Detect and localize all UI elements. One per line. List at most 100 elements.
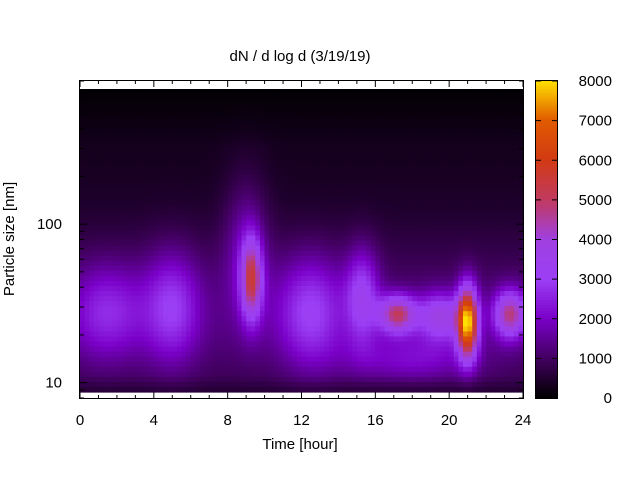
heatmap-cell xyxy=(389,250,395,257)
heatmap-cell xyxy=(296,306,303,312)
heatmap-cell xyxy=(287,255,293,262)
heatmap-cell xyxy=(412,200,418,206)
heatmap-cell xyxy=(347,139,353,146)
heatmap-cell xyxy=(273,144,280,151)
heatmap-cell xyxy=(356,154,363,161)
heatmap-cell xyxy=(126,114,132,120)
heatmap-cell xyxy=(232,179,238,186)
heatmap-cell xyxy=(458,179,464,186)
heatmap-cell xyxy=(296,356,303,363)
heatmap-cell xyxy=(223,376,229,383)
heatmap-cell xyxy=(430,270,436,277)
heatmap-cell xyxy=(190,124,196,130)
heatmap-cell xyxy=(398,114,404,120)
heatmap-cell xyxy=(176,184,183,191)
heatmap-cell xyxy=(172,89,178,95)
heatmap-cell xyxy=(393,114,399,120)
heatmap-cell xyxy=(98,270,104,277)
heatmap-cell xyxy=(153,184,160,191)
heatmap-cell xyxy=(361,346,367,353)
heatmap-cell xyxy=(283,139,289,146)
heatmap-cell xyxy=(333,311,340,317)
heatmap-cell xyxy=(167,169,173,176)
heatmap-cell xyxy=(366,109,372,115)
heatmap-cell xyxy=(139,94,146,100)
heatmap-cell xyxy=(232,336,238,343)
heatmap-cell xyxy=(259,326,266,332)
heatmap-cell xyxy=(273,190,280,196)
heatmap-cell xyxy=(204,265,210,272)
heatmap-cell xyxy=(343,371,349,378)
heatmap-cell xyxy=(379,341,386,348)
heatmap-cell xyxy=(426,149,432,156)
heatmap-cell xyxy=(218,134,224,141)
heatmap-cell xyxy=(310,331,316,338)
heatmap-cell xyxy=(103,341,109,348)
heatmap-cell xyxy=(416,210,423,216)
heatmap-cell xyxy=(107,296,113,302)
heatmap-cell xyxy=(218,169,224,176)
heatmap-cell xyxy=(329,169,335,176)
heatmap-cell xyxy=(301,361,307,368)
heatmap-cell xyxy=(416,336,423,343)
heatmap-cell xyxy=(449,205,455,211)
heatmap-cell xyxy=(426,346,432,353)
heatmap-cell xyxy=(356,275,363,282)
heatmap-cell xyxy=(296,301,303,307)
heatmap-cell xyxy=(186,179,192,186)
heatmap-cell xyxy=(375,205,381,211)
heatmap-cell xyxy=(84,255,90,262)
heatmap-cell xyxy=(204,174,210,181)
heatmap-cell xyxy=(172,275,178,282)
heatmap-cell xyxy=(403,119,409,125)
heatmap-cell xyxy=(250,356,256,363)
heatmap-cell xyxy=(139,366,146,373)
heatmap-cell xyxy=(186,149,192,156)
heatmap-cell xyxy=(218,361,224,368)
heatmap-cell xyxy=(329,366,335,373)
heatmap-cell xyxy=(319,109,326,115)
heatmap-cell xyxy=(458,235,464,242)
heatmap-cell xyxy=(107,169,113,176)
heatmap-cell xyxy=(347,154,353,161)
heatmap-cell xyxy=(167,200,173,206)
heatmap-cell xyxy=(255,245,261,252)
heatmap-cell xyxy=(449,381,455,388)
heatmap-cell xyxy=(444,296,450,302)
heatmap-cell xyxy=(186,381,192,388)
heatmap-cell xyxy=(352,220,358,226)
heatmap-cell xyxy=(398,144,404,151)
heatmap-cell xyxy=(246,230,252,237)
heatmap-cell xyxy=(121,210,127,216)
heatmap-cell xyxy=(283,109,289,115)
heatmap-cell xyxy=(458,200,464,206)
heatmap-cell xyxy=(107,124,113,130)
heatmap-cell xyxy=(315,321,321,327)
heatmap-cell xyxy=(310,164,316,171)
heatmap-cell xyxy=(84,169,90,176)
heatmap-cell xyxy=(190,336,196,343)
heatmap-cell xyxy=(375,250,381,257)
heatmap-cell xyxy=(121,285,127,292)
heatmap-cell xyxy=(186,376,192,383)
heatmap-cell xyxy=(163,371,169,378)
heatmap-cell xyxy=(84,184,90,191)
heatmap-cell xyxy=(112,356,118,363)
heatmap-cell xyxy=(241,174,247,181)
heatmap-cell xyxy=(463,149,469,156)
heatmap-cell xyxy=(116,341,123,348)
heatmap-cell xyxy=(227,311,233,317)
heatmap-cell xyxy=(255,235,261,242)
heatmap-cell xyxy=(379,260,386,267)
heatmap-cell xyxy=(186,245,192,252)
heatmap-cell xyxy=(167,351,173,358)
heatmap-cell xyxy=(315,265,321,272)
heatmap-cell xyxy=(430,139,436,146)
heatmap-cell xyxy=(343,109,349,115)
heatmap-cell xyxy=(190,316,196,322)
heatmap-cell xyxy=(112,139,118,146)
heatmap-cell xyxy=(89,210,95,216)
heatmap-cell xyxy=(292,94,298,100)
heatmap-cell xyxy=(144,316,150,322)
heatmap-cell xyxy=(213,195,220,201)
